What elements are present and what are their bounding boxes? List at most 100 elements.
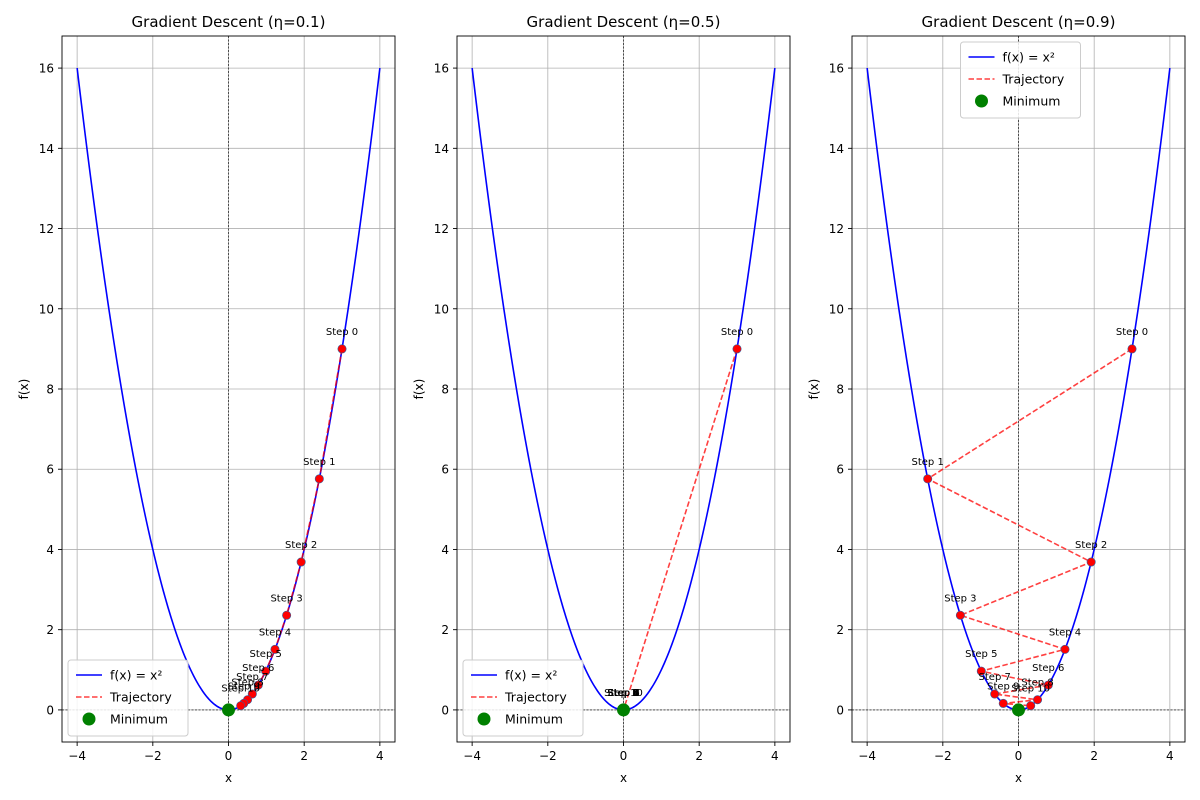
x-tick-label: 2 bbox=[695, 749, 703, 763]
y-tick-label: 10 bbox=[434, 302, 449, 316]
y-tick-label: 12 bbox=[39, 222, 54, 236]
trajectory-point bbox=[923, 474, 933, 484]
y-tick-label: 14 bbox=[434, 142, 449, 156]
y-tick-label: 8 bbox=[836, 383, 844, 397]
trajectory-point bbox=[1060, 644, 1070, 654]
x-tick-label: −4 bbox=[68, 749, 86, 763]
step-label: Step 9 bbox=[987, 681, 1019, 692]
x-tick-label: −2 bbox=[539, 749, 557, 763]
step-label: Step 5 bbox=[607, 688, 639, 699]
step-label: Step 6 bbox=[1032, 663, 1064, 674]
trajectory-point bbox=[253, 680, 263, 690]
step-label: Step 10 bbox=[1011, 684, 1050, 695]
y-tick-label: 8 bbox=[441, 383, 449, 397]
trajectory-point bbox=[1026, 701, 1036, 711]
step-label: Step 3 bbox=[270, 593, 302, 604]
y-tick-label: 2 bbox=[836, 623, 844, 637]
step-label: Step 1 bbox=[912, 457, 944, 468]
trajectory-point bbox=[976, 666, 986, 676]
step-label: Step 2 bbox=[607, 688, 639, 699]
x-tick-label: 4 bbox=[1166, 749, 1174, 763]
step-label: Step 3 bbox=[944, 593, 976, 604]
trajectory-point bbox=[1127, 344, 1137, 354]
step-label: Step 0 bbox=[1116, 327, 1148, 338]
y-tick-label: 10 bbox=[829, 302, 844, 316]
step-label: Step 5 bbox=[965, 649, 997, 660]
y-tick-label: 4 bbox=[441, 543, 449, 557]
trajectory-point bbox=[236, 701, 246, 711]
legend-minimum-swatch bbox=[477, 712, 491, 726]
legend-curve-label: f(x) = x² bbox=[110, 668, 162, 683]
minimum-point bbox=[617, 703, 630, 717]
chart-panel-3: Gradient Descent (η=0.9) Step 0 Step 1 Step… bbox=[807, 13, 1186, 785]
y-tick-label: 14 bbox=[39, 142, 54, 156]
trajectory-point bbox=[732, 344, 742, 354]
chart-title: Gradient Descent (η=0.5) bbox=[527, 13, 721, 31]
y-tick-label: 0 bbox=[46, 703, 54, 717]
step-label: Step 2 bbox=[285, 540, 317, 551]
step-label: Step 8 bbox=[1021, 678, 1053, 689]
legend-minimum-swatch bbox=[975, 94, 988, 108]
trajectory-point bbox=[1086, 557, 1096, 567]
y-tick-label: 4 bbox=[836, 543, 844, 557]
y-axis-label: f(x) bbox=[412, 379, 426, 400]
trajectory-point bbox=[270, 644, 280, 654]
trajectory-point bbox=[990, 689, 1000, 699]
y-tick-label: 10 bbox=[39, 302, 54, 316]
y-tick-label: 12 bbox=[829, 222, 844, 236]
x-tick-label: −2 bbox=[934, 749, 952, 763]
y-tick-label: 6 bbox=[46, 463, 54, 477]
step-label: Step 5 bbox=[250, 649, 282, 660]
trajectory-point bbox=[1033, 695, 1043, 705]
step-label: Step 0 bbox=[326, 327, 358, 338]
y-axis-label: f(x) bbox=[17, 379, 31, 400]
step-label: Step 10 bbox=[604, 688, 643, 699]
step-label: Step 6 bbox=[607, 688, 639, 699]
legend: f(x) = x² Trajectory Minimum bbox=[462, 659, 584, 737]
step-label: Step 7 bbox=[607, 688, 639, 699]
legend-minimum-label: Minimum bbox=[1003, 94, 1061, 109]
step-label: Step 2 bbox=[1075, 540, 1107, 551]
trajectory-point bbox=[1043, 680, 1053, 690]
legend-trajectory-label: Trajectory bbox=[1002, 72, 1065, 87]
y-tick-label: 4 bbox=[46, 543, 54, 557]
legend-box bbox=[960, 41, 1081, 119]
trajectory-point bbox=[314, 474, 324, 484]
legend-trajectory-label: Trajectory bbox=[109, 690, 172, 705]
step-label: Step 8 bbox=[607, 688, 639, 699]
y-tick-label: 8 bbox=[46, 383, 54, 397]
step-label: Step 1 bbox=[607, 688, 639, 699]
y-tick-label: 14 bbox=[829, 142, 844, 156]
y-tick-label: 16 bbox=[434, 62, 449, 76]
x-tick-label: 0 bbox=[620, 749, 628, 763]
step-label: Step 4 bbox=[1049, 627, 1081, 638]
step-label: Step 10 bbox=[221, 684, 260, 695]
step-label: Step 8 bbox=[231, 678, 263, 689]
x-axis-label: x bbox=[620, 771, 627, 785]
trajectory-line bbox=[622, 348, 738, 711]
step-label: Step 9 bbox=[228, 681, 260, 692]
x-axis-label: x bbox=[225, 771, 232, 785]
trajectory-point bbox=[337, 344, 347, 354]
x-tick-label: 2 bbox=[300, 749, 308, 763]
step-label: Step 4 bbox=[259, 627, 291, 638]
chart-title: Gradient Descent (η=0.1) bbox=[132, 13, 326, 31]
legend-minimum-swatch bbox=[82, 712, 96, 726]
y-tick-label: 2 bbox=[441, 623, 449, 637]
legend-trajectory-label: Trajectory bbox=[504, 690, 567, 705]
step-label: Step 6 bbox=[242, 663, 274, 674]
x-tick-label: 4 bbox=[771, 749, 779, 763]
y-tick-label: 12 bbox=[434, 222, 449, 236]
y-tick-label: 6 bbox=[836, 463, 844, 477]
x-axis-label: x bbox=[1015, 771, 1022, 785]
chart-panel-2: Gradient Descent (η=0.5) Step 0 Step 1Step… bbox=[412, 13, 791, 785]
legend-minimum-label: Minimum bbox=[110, 712, 168, 727]
x-tick-label: 4 bbox=[376, 749, 384, 763]
trajectory-point bbox=[282, 610, 292, 620]
minimum-point bbox=[222, 703, 235, 717]
x-tick-label: −4 bbox=[858, 749, 876, 763]
legend-box bbox=[462, 659, 584, 737]
step-label: Step 0 bbox=[721, 327, 753, 338]
chart-title: Gradient Descent (η=0.9) bbox=[922, 13, 1116, 31]
step-label: Step 9 bbox=[607, 688, 639, 699]
